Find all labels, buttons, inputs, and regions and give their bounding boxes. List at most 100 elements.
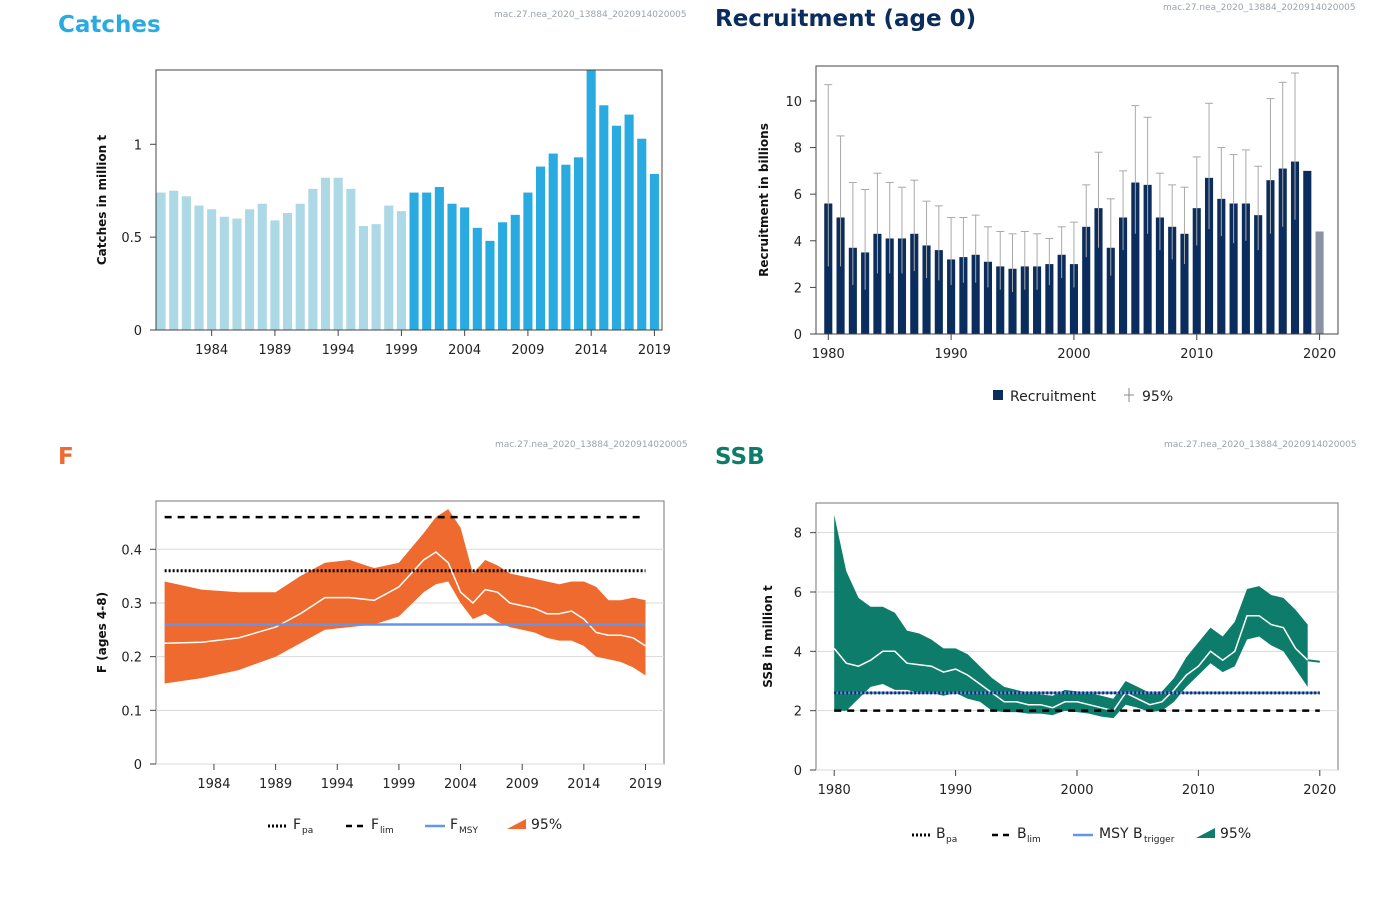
f-legend-ci-swatch: [507, 819, 526, 829]
f-ytick-label: 0.2: [121, 651, 142, 666]
recruitment-bar: [1033, 266, 1042, 334]
recruitment-ytick-label: 2: [794, 281, 802, 296]
recruitment-y-axis-label: Recruitment in billions: [757, 123, 771, 277]
catches-bar: [561, 164, 571, 330]
recruitment-ytick-label: 4: [794, 235, 802, 250]
ssb-ytick-label: 8: [794, 527, 802, 542]
recruitment-bar: [836, 217, 845, 334]
recruitment-bar: [1143, 184, 1152, 334]
ssb-projection-line: [1307, 659, 1320, 663]
ssb-legend-ci-swatch: [1196, 828, 1215, 838]
catches-xtick-label: 2014: [575, 343, 608, 358]
ssb-xtick-label: 1980: [818, 783, 851, 798]
recruitment-bar: [1204, 177, 1214, 334]
ssb-xtick-label: 1990: [939, 783, 972, 798]
ssb-xtick-label: 2010: [1182, 783, 1215, 798]
f-legend-fmsy-sub: MSY: [459, 826, 478, 836]
catches-xtick-label: 1999: [385, 343, 418, 358]
ssb-legend-ci-label: 95%: [1220, 826, 1251, 842]
catches-bar: [422, 192, 432, 330]
catches-bar: [548, 153, 558, 330]
recruitment-xtick-label: 2010: [1180, 347, 1213, 362]
recruitment-bar: [1069, 264, 1078, 334]
catches-bar: [194, 205, 204, 330]
catches-bar: [447, 203, 457, 330]
recruitment-legend-ci-label: 95%: [1142, 389, 1173, 405]
recruitment-bar: [1290, 161, 1300, 334]
recruitment-bar: [1217, 198, 1226, 334]
recruitment-xtick-label: 2020: [1303, 347, 1336, 362]
catches-bar: [523, 192, 533, 330]
ssb-xtick-label: 2020: [1303, 783, 1336, 798]
f-xtick-label: 1984: [197, 777, 230, 792]
ssb-xtick-label: 2000: [1060, 783, 1093, 798]
recruitment-bar: [1192, 208, 1201, 334]
f-legend-fpa-sub: pa: [302, 826, 313, 836]
catches-bar: [308, 188, 318, 330]
ssb-ytick-label: 2: [794, 705, 802, 720]
catches-xtick-label: 2009: [511, 343, 544, 358]
catches-bar: [358, 226, 369, 330]
catches-bar: [599, 105, 609, 331]
recruitment-legend-label: Recruitment: [1010, 389, 1097, 405]
catches-bar: [611, 125, 622, 330]
catches-bar: [333, 177, 343, 330]
ssb-legend-blim-sub: lim: [1027, 835, 1041, 845]
catches-bar: [169, 190, 179, 330]
f-legend-flim-label: F: [371, 817, 379, 833]
ssb-ytick-label: 0: [794, 764, 802, 779]
catches-y-axis-label: Catches in million t: [95, 135, 109, 266]
f-title: F: [58, 444, 74, 470]
f-stamp: mac.27.nea_2020_13884_2020914020005: [495, 440, 688, 450]
f-xtick-label: 1989: [259, 777, 292, 792]
recruitment-frame: [815, 65, 1339, 335]
recruitment-bar: [1082, 226, 1091, 334]
catches-xtick-label: 2019: [638, 343, 671, 358]
recruitment-bar: [1020, 266, 1029, 334]
recruitment-bar: [983, 261, 993, 334]
ssb-estimate-line: [833, 614, 1309, 712]
catches-bar: [586, 70, 596, 330]
catches-ytick-label: 1: [134, 138, 142, 153]
catches-bar: [485, 240, 495, 330]
catches-bar: [510, 214, 520, 330]
recruitment-bar: [959, 257, 968, 334]
f-legend-flim-sub: lim: [380, 826, 394, 836]
recruitment-bar: [1131, 182, 1140, 334]
catches-ytick-label: 0: [134, 324, 142, 339]
catches-bar: [346, 188, 356, 330]
recruitment-bar: [910, 233, 919, 334]
ssb-legend-btrigger-sub: trigger: [1144, 835, 1175, 845]
recruitment-bar: [897, 238, 907, 334]
recruitment-bar: [1266, 180, 1275, 334]
catches-bar: [371, 224, 381, 330]
ssb-chart: 0 2 4 6 8 1980 1990 2000 2010 2020 SSB in million …: [761, 502, 1339, 845]
catches-bar: [637, 138, 647, 330]
catches-bar: [624, 114, 634, 330]
catches-xtick-label: 1984: [195, 343, 228, 358]
recruitment-xtick-label: 1980: [812, 347, 845, 362]
recruitment-bar: [1315, 231, 1324, 334]
catches-bar: [207, 209, 217, 330]
recruitment-bar: [947, 259, 956, 334]
recruitment-bar: [861, 252, 870, 334]
f-xtick-label: 2014: [567, 777, 600, 792]
recruitment-bar: [1094, 208, 1103, 334]
f-y-axis-label: F (ages 4-8): [95, 592, 109, 673]
catches-bar: [245, 209, 255, 330]
catches-bar: [434, 187, 444, 330]
recruitment-stamp: mac.27.nea_2020_13884_2020914020005: [1163, 3, 1356, 13]
catches-xtick-label: 2004: [448, 343, 481, 358]
f-legend-ci-label: 95%: [531, 817, 562, 833]
ssb-legend-bpa-sub: pa: [946, 835, 957, 845]
recruitment-bar: [1241, 203, 1250, 334]
recruitment-xtick-label: 2000: [1057, 347, 1090, 362]
recruitment-bar: [1254, 215, 1263, 334]
recruitment-legend-swatch: [993, 390, 1003, 400]
f-xtick-label: 1994: [321, 777, 354, 792]
ssb-ytick-label: 4: [794, 645, 802, 660]
f-xtick-label: 2004: [444, 777, 477, 792]
catches-bar: [283, 213, 293, 330]
ssb-y-axis-label: SSB in million t: [761, 585, 775, 688]
